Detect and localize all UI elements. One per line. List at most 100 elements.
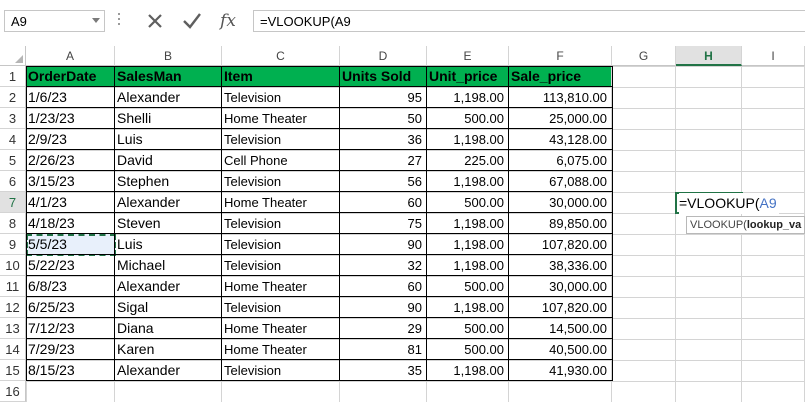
table-cell[interactable]: 60 <box>407 279 422 294</box>
table-header-cell[interactable]: Sale_price <box>509 66 611 87</box>
table-cell[interactable]: Home Theater <box>224 342 307 357</box>
table-cell[interactable]: 89,850.00 <box>549 216 607 231</box>
table-cell[interactable]: Stephen <box>117 173 170 189</box>
table-cell[interactable]: 60 <box>407 195 422 210</box>
table-cell[interactable]: Diana <box>117 320 154 336</box>
table-cell[interactable]: 107,820.00 <box>541 237 607 252</box>
table-cell[interactable]: 43,128.00 <box>549 132 607 147</box>
row-header[interactable]: 12 <box>0 297 26 318</box>
row-header[interactable]: 6 <box>0 171 26 192</box>
table-cell[interactable]: 6/8/23 <box>28 278 67 294</box>
table-cell[interactable]: 113,810.00 <box>542 90 607 105</box>
table-cell[interactable]: 50 <box>407 111 422 126</box>
row-header[interactable]: 3 <box>0 108 26 129</box>
table-cell[interactable]: 81 <box>407 342 422 357</box>
table-cell[interactable]: 225.00 <box>464 153 504 168</box>
table-cell[interactable]: Alexander <box>117 362 181 378</box>
drag-handle-icon[interactable] <box>118 13 121 29</box>
table-cell[interactable]: Television <box>224 237 282 252</box>
row-header[interactable]: 7 <box>0 192 26 213</box>
table-cell[interactable]: Television <box>224 300 282 315</box>
cancel-button[interactable] <box>141 10 169 32</box>
table-cell[interactable]: 500.00 <box>464 321 504 336</box>
table-cell[interactable]: Steven <box>117 215 161 231</box>
table-cell[interactable]: Television <box>224 363 282 378</box>
table-cell[interactable]: 1,198.00 <box>453 237 504 252</box>
row-header[interactable]: 15 <box>0 360 26 381</box>
formula-input[interactable]: =VLOOKUP(A9 <box>253 10 805 32</box>
table-cell[interactable]: 500.00 <box>464 342 504 357</box>
row-header[interactable]: 1 <box>0 66 26 87</box>
table-cell[interactable]: 1,198.00 <box>453 90 504 105</box>
table-cell[interactable]: 5/22/23 <box>28 257 75 273</box>
table-cell[interactable]: 1,198.00 <box>453 258 504 273</box>
table-header-cell[interactable]: Units Sold <box>340 66 426 87</box>
table-cell[interactable]: 30,000.00 <box>549 195 607 210</box>
table-cell[interactable]: Home Theater <box>224 111 307 126</box>
table-cell[interactable]: Alexander <box>117 278 181 294</box>
select-all-button[interactable] <box>0 46 26 66</box>
table-cell[interactable]: Home Theater <box>224 195 307 210</box>
table-cell[interactable]: 6,075.00 <box>556 153 607 168</box>
table-cell[interactable]: 90 <box>407 300 422 315</box>
table-cell[interactable]: Home Theater <box>224 279 307 294</box>
table-cell[interactable]: 7/12/23 <box>28 320 75 336</box>
table-cell[interactable]: 4/1/23 <box>28 194 67 210</box>
row-header[interactable]: 5 <box>0 150 26 171</box>
table-cell[interactable]: 1,198.00 <box>453 363 504 378</box>
table-cell[interactable]: 75 <box>407 216 422 231</box>
row-header[interactable]: 13 <box>0 318 26 339</box>
table-cell[interactable]: Luis <box>117 236 143 252</box>
column-header-g[interactable]: G <box>612 46 676 66</box>
table-cell[interactable]: 4/18/23 <box>28 215 75 231</box>
table-cell[interactable]: 5/5/23 <box>28 236 67 252</box>
table-cell[interactable]: Television <box>224 258 282 273</box>
enter-button[interactable] <box>178 10 206 32</box>
table-cell[interactable]: Television <box>224 132 282 147</box>
column-header-e[interactable]: E <box>427 46 509 66</box>
table-cell[interactable]: 14,500.00 <box>549 321 607 336</box>
table-cell[interactable]: 90 <box>407 237 422 252</box>
active-cell-editor[interactable]: =VLOOKUP(A9 <box>679 193 779 214</box>
table-cell[interactable]: 25,000.00 <box>549 111 607 126</box>
table-cell[interactable]: Alexander <box>117 194 181 210</box>
table-cell[interactable]: 107,820.00 <box>541 300 607 315</box>
insert-function-button[interactable]: fx <box>214 10 242 32</box>
table-cell[interactable]: Luis <box>117 131 143 147</box>
table-cell[interactable]: Television <box>224 174 282 189</box>
row-header[interactable]: 9 <box>0 234 26 255</box>
table-cell[interactable]: 1/23/23 <box>28 110 75 126</box>
column-header-c[interactable]: C <box>222 46 340 66</box>
table-cell[interactable]: 3/15/23 <box>28 173 75 189</box>
table-cell[interactable]: Sigal <box>117 299 149 315</box>
table-header-cell[interactable]: Item <box>222 66 339 87</box>
row-header[interactable]: 8 <box>0 213 26 234</box>
row-header[interactable]: 11 <box>0 276 26 297</box>
table-cell[interactable]: 1,198.00 <box>453 174 504 189</box>
row-header[interactable]: 14 <box>0 339 26 360</box>
table-cell[interactable]: 35 <box>407 363 422 378</box>
table-cell[interactable]: Television <box>224 216 282 231</box>
row-header[interactable]: 10 <box>0 255 26 276</box>
table-cell[interactable]: Michael <box>117 257 166 273</box>
row-header[interactable]: 16 <box>0 381 26 402</box>
table-cell[interactable]: Karen <box>117 341 155 357</box>
table-cell[interactable]: 7/29/23 <box>28 341 75 357</box>
table-cell[interactable]: Alexander <box>117 89 181 105</box>
column-header-a[interactable]: A <box>26 46 115 66</box>
tooltip-argument[interactable]: lookup_va <box>746 219 802 231</box>
column-header-b[interactable]: B <box>115 46 222 66</box>
table-cell[interactable]: Cell Phone <box>224 153 288 168</box>
table-cell[interactable]: 500.00 <box>464 279 504 294</box>
table-cell[interactable]: 8/15/23 <box>28 362 75 378</box>
table-cell[interactable]: 2/26/23 <box>28 152 75 168</box>
table-cell[interactable]: Home Theater <box>224 321 307 336</box>
table-cell[interactable]: 1,198.00 <box>453 132 504 147</box>
table-cell[interactable]: 500.00 <box>464 111 504 126</box>
table-cell[interactable]: 500.00 <box>464 195 504 210</box>
column-header-h[interactable]: H <box>676 46 742 66</box>
table-header-cell[interactable]: OrderDate <box>26 66 114 87</box>
table-cell[interactable]: 1,198.00 <box>453 300 504 315</box>
chevron-down-icon[interactable] <box>92 18 100 23</box>
table-cell[interactable]: David <box>117 152 153 168</box>
